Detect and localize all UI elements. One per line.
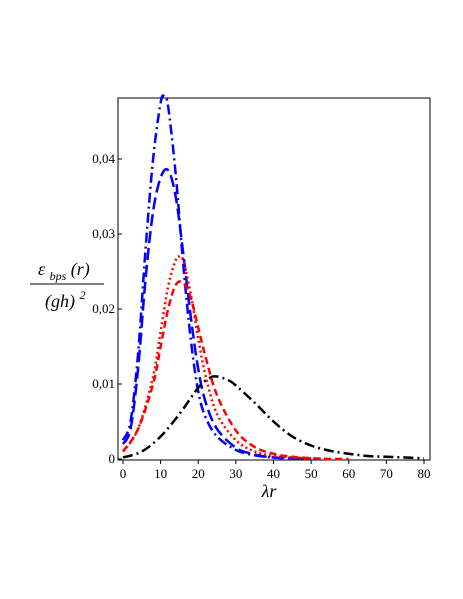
y-axis: 0 0,01 0,02 0,03 0,04 [92, 151, 122, 466]
x-tick-label: 10 [154, 466, 167, 481]
x-tick-label: 70 [380, 466, 393, 481]
x-tick-label: 60 [342, 466, 355, 481]
x-axis-title: λr [261, 481, 278, 501]
svg-text:(gh) 2: (gh) 2 [45, 288, 86, 312]
y-tick-label: 0,03 [92, 226, 115, 241]
y-tick-label: 0 [109, 451, 116, 466]
x-tick-label: 80 [418, 466, 431, 481]
x-tick-label: 0 [120, 466, 127, 481]
series-layer [121, 94, 425, 461]
plot-frame [117, 97, 431, 461]
x-tick-label: 40 [267, 466, 280, 481]
y-tick-label: 0,01 [92, 376, 115, 391]
y-title-subscript: bps [50, 269, 67, 283]
y-tick-label: 0,02 [92, 301, 115, 316]
series-line-1 [121, 94, 312, 461]
x-axis: 0 10 20 30 40 50 60 70 80 [120, 460, 431, 481]
y-title-denominator: (gh) [45, 291, 75, 312]
y-title-exponent: 2 [80, 288, 86, 302]
y-title-epsilon: ε [38, 259, 46, 279]
y-title-arg: (r) [71, 259, 90, 280]
series-line-5 [122, 375, 425, 460]
series-line-4 [121, 280, 349, 461]
x-tick-label: 20 [192, 466, 205, 481]
svg-text:ε bps (r): ε bps (r) [38, 259, 90, 284]
y-axis-title: ε bps (r) (gh) 2 [30, 259, 104, 312]
series-line-3 [121, 254, 330, 461]
x-tick-label: 50 [305, 466, 318, 481]
y-tick-label: 0,04 [92, 151, 115, 166]
x-tick-label: 30 [229, 466, 242, 481]
